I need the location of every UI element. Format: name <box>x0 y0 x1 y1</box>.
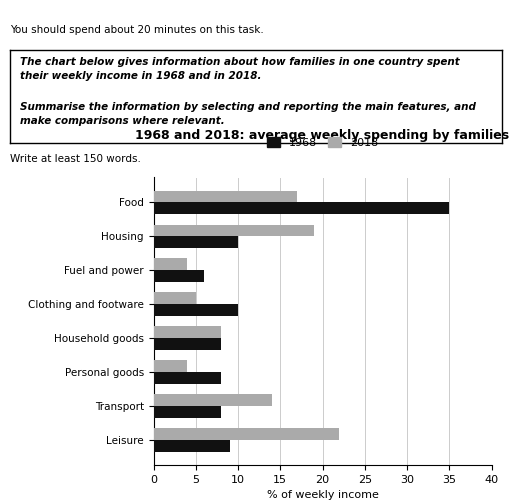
Bar <box>154 304 238 316</box>
Legend: 1968, 2018: 1968, 2018 <box>262 132 383 152</box>
Text: The chart below gives information about how families in one country spent
their : The chart below gives information about … <box>20 58 460 82</box>
Bar <box>154 360 187 372</box>
Bar <box>154 428 339 440</box>
Bar <box>154 202 450 214</box>
Bar <box>154 394 272 406</box>
Bar <box>154 270 204 282</box>
X-axis label: % of weekly income: % of weekly income <box>267 490 378 500</box>
Text: You should spend about 20 minutes on this task.: You should spend about 20 minutes on thi… <box>10 25 264 35</box>
Bar <box>154 338 221 350</box>
Text: Write at least 150 words.: Write at least 150 words. <box>10 154 141 164</box>
Text: Summarise the information by selecting and reporting the main features, and
make: Summarise the information by selecting a… <box>20 102 476 126</box>
Bar <box>154 406 221 418</box>
Bar <box>154 190 297 202</box>
Bar <box>154 258 187 270</box>
Bar <box>154 236 238 248</box>
Title: 1968 and 2018: average weekly spending by families: 1968 and 2018: average weekly spending b… <box>136 128 509 141</box>
Bar <box>154 440 229 452</box>
Bar <box>154 372 221 384</box>
Bar <box>154 224 314 236</box>
Bar <box>154 326 221 338</box>
Bar <box>154 292 196 304</box>
